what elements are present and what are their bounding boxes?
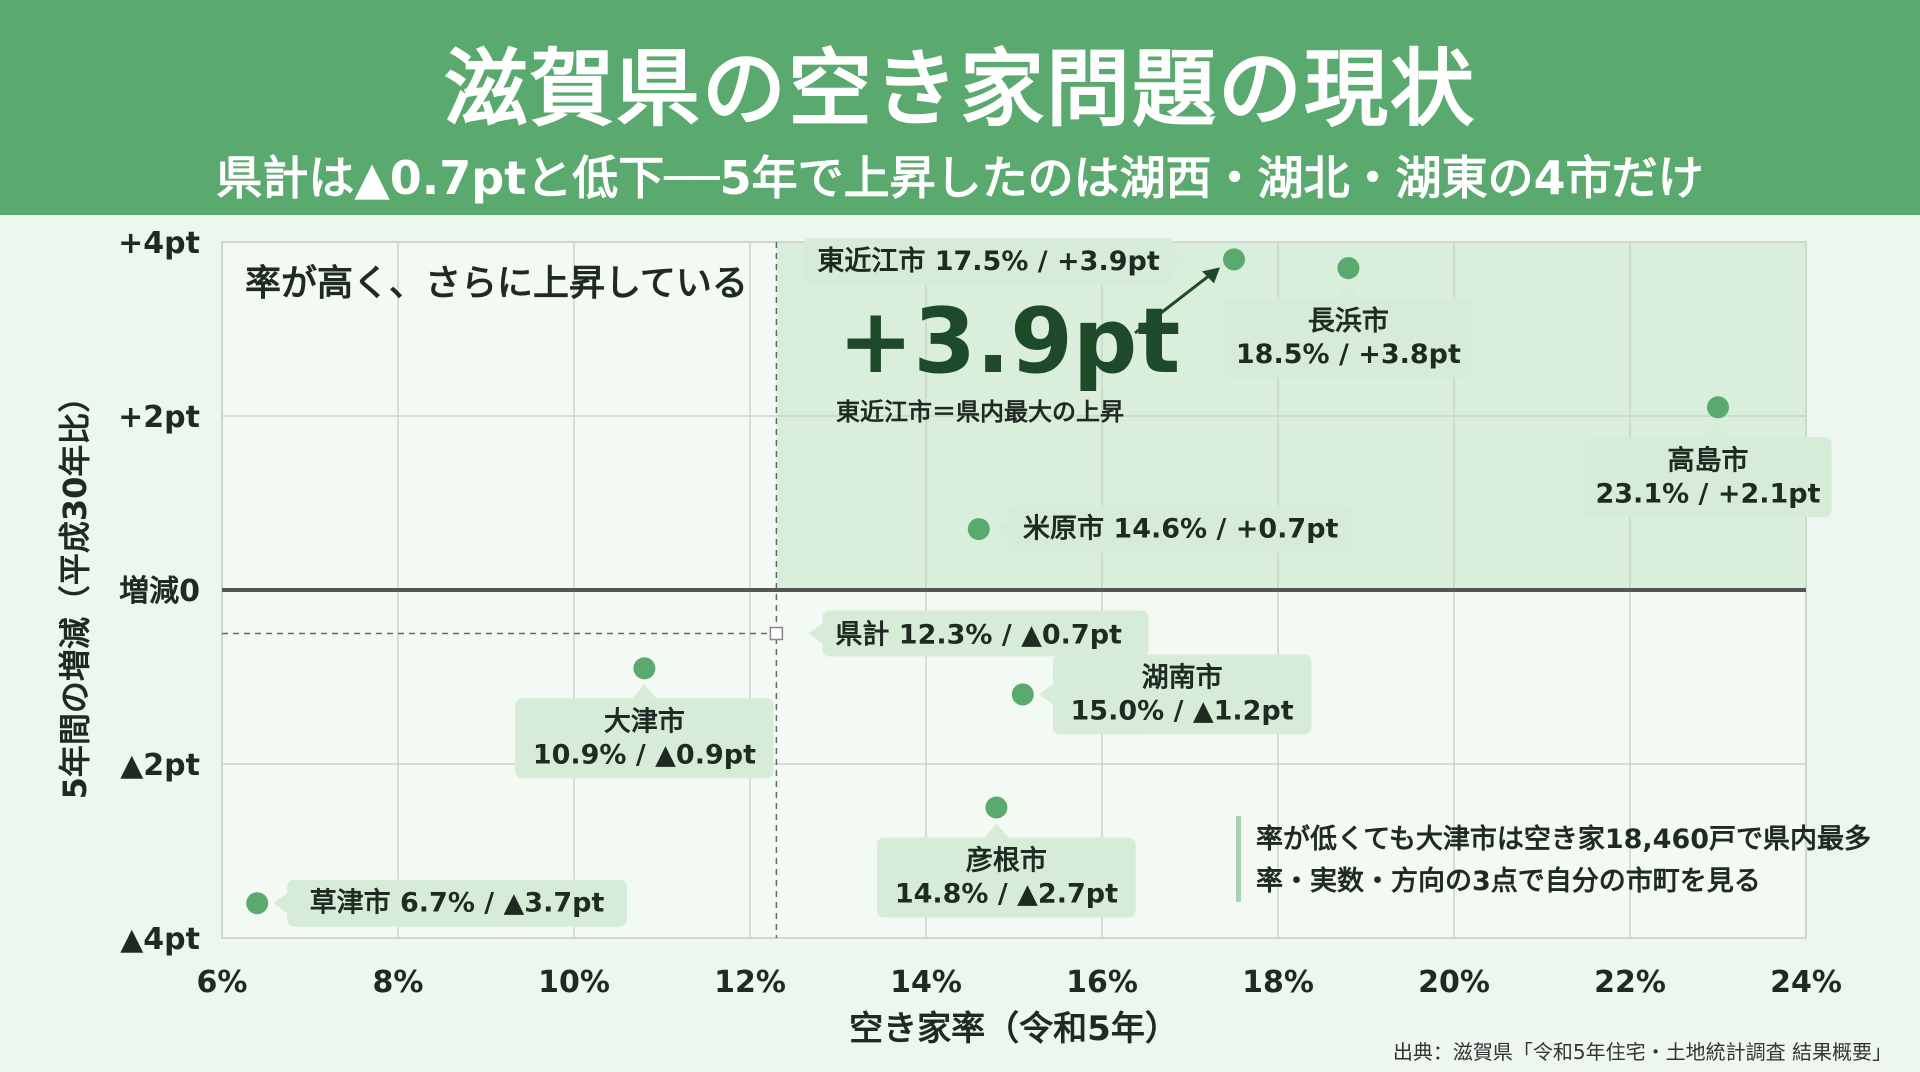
point-label: 彦根市 bbox=[966, 845, 1047, 877]
point-label-box bbox=[1008, 505, 1353, 553]
reference-label: 県計 12.3% / ▲0.7pt bbox=[835, 619, 1122, 651]
x-tick-label: 16% bbox=[1066, 965, 1138, 1000]
point-label-pointer bbox=[1706, 423, 1730, 438]
x-tick-label: 6% bbox=[197, 965, 248, 1000]
callout-value: +3.9pt bbox=[838, 289, 1180, 394]
x-tick-label: 24% bbox=[1770, 965, 1842, 1000]
point-label-box bbox=[287, 879, 627, 927]
point-label: 10.9% / ▲0.9pt bbox=[533, 739, 756, 770]
point-label-box bbox=[515, 698, 774, 779]
x-tick-label: 18% bbox=[1242, 965, 1314, 1000]
y-tick-label: ▲4pt bbox=[120, 922, 200, 957]
point-label-pointer bbox=[273, 893, 288, 914]
point-label: 23.1% / +2.1pt bbox=[1595, 478, 1820, 509]
callout-arrow-line bbox=[1134, 272, 1213, 335]
x-tick-label: 10% bbox=[538, 965, 610, 1000]
page-subtitle: 県計は▲0.7ptと低下──5年で上昇したのは湖西・湖北・湖東の4市だけ bbox=[216, 151, 1704, 205]
note-bar bbox=[1236, 816, 1241, 902]
callout-arrow-head bbox=[1202, 267, 1220, 284]
x-axis-title: 空き家率（令和5年） bbox=[849, 1009, 1179, 1049]
point-label: 東近江市 17.5% / +3.9pt bbox=[817, 245, 1160, 277]
point-label: 18.5% / +3.8pt bbox=[1236, 339, 1461, 370]
point-label-box bbox=[877, 837, 1136, 918]
y-tick-label: +2pt bbox=[118, 400, 200, 435]
x-tick-label: 14% bbox=[890, 965, 962, 1000]
point-label: 湖南市 bbox=[1142, 661, 1223, 693]
point-label: 大津市 bbox=[604, 705, 685, 737]
x-tick-label: 8% bbox=[373, 965, 424, 1000]
header-banner: 滋賀県の空き家問題の現状 県計は▲0.7ptと低下──5年で上昇したのは湖西・湖… bbox=[0, 0, 1920, 215]
source-note: 出典：滋賀県「令和5年住宅・土地統計調査 結果概要」 bbox=[1392, 1040, 1892, 1064]
x-tick-label: 22% bbox=[1594, 965, 1666, 1000]
y-tick-label: 増減0 bbox=[119, 574, 200, 609]
point-label-box bbox=[803, 237, 1174, 285]
reference-marker bbox=[769, 626, 784, 641]
x-tick-label: 12% bbox=[714, 965, 786, 1000]
point-label: 高島市 bbox=[1668, 444, 1749, 476]
point-label-box bbox=[1224, 298, 1473, 379]
reference-label-box bbox=[822, 610, 1149, 657]
y-axis-title: 5年間の増減（平成30年比） bbox=[56, 381, 94, 800]
y-tick-label: ▲2pt bbox=[120, 748, 200, 783]
point-label-pointer bbox=[1174, 250, 1186, 269]
data-point bbox=[985, 796, 1008, 819]
highlight-region-label: 率が高く、さらに上昇している bbox=[245, 263, 748, 304]
data-point bbox=[1707, 396, 1729, 419]
data-point bbox=[246, 892, 269, 915]
y-tick-label: +4pt bbox=[118, 226, 200, 261]
note-text: 率・実数・方向の3点で自分の市町を見る bbox=[1256, 865, 1761, 897]
point-label: 15.0% / ▲1.2pt bbox=[1071, 695, 1294, 726]
callout-caption: 東近江市＝県内最大の上昇 bbox=[836, 398, 1124, 426]
point-label-pointer bbox=[1038, 684, 1053, 705]
data-point bbox=[1337, 257, 1360, 280]
point-label: 草津市 6.7% / ▲3.7pt bbox=[310, 887, 605, 919]
note-text: 率が低くても大津市は空き家18,460戸で県内最多 bbox=[1256, 823, 1871, 855]
data-point bbox=[633, 657, 656, 680]
point-label-box bbox=[1584, 437, 1832, 518]
data-point bbox=[1011, 683, 1034, 706]
point-label-pointer bbox=[1336, 284, 1361, 299]
point-label-pointer bbox=[984, 823, 1009, 838]
point-label-pointer bbox=[632, 684, 657, 699]
point-label-box bbox=[1052, 654, 1312, 735]
data-point bbox=[1223, 248, 1245, 271]
page-title: 滋賀県の空き家問題の現状 bbox=[443, 40, 1476, 138]
point-label: 米原市 14.6% / +0.7pt bbox=[1023, 513, 1339, 545]
x-tick-label: 20% bbox=[1418, 965, 1490, 1000]
reference-label-pointer bbox=[808, 623, 823, 644]
point-label: 14.8% / ▲2.7pt bbox=[895, 879, 1118, 910]
point-label-pointer bbox=[994, 519, 1009, 540]
point-label: 長浜市 bbox=[1308, 305, 1389, 337]
data-point bbox=[967, 518, 990, 541]
